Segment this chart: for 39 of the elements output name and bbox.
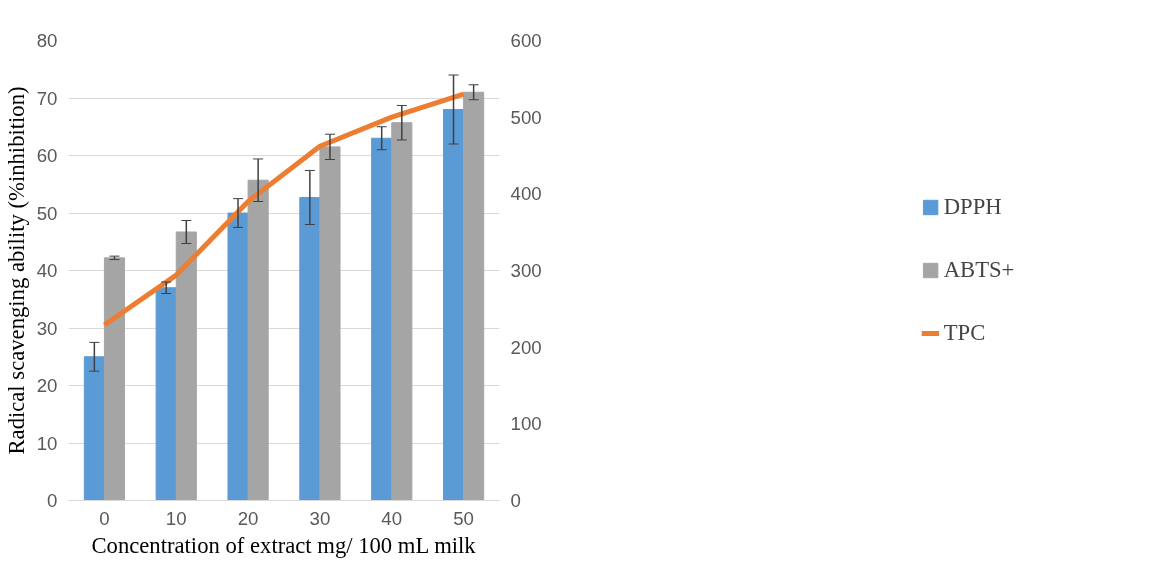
bar <box>247 179 269 501</box>
x-tick-label: 0 <box>99 507 110 529</box>
y2-tick-label: 300 <box>510 260 542 281</box>
legend-label: TPC <box>943 319 986 347</box>
bar <box>103 257 126 501</box>
y-tick-label: 70 <box>36 87 58 109</box>
bar <box>175 231 197 501</box>
y-tick-label: 60 <box>36 145 58 166</box>
y-tick-label: 50 <box>36 202 58 224</box>
y-tick-label: 80 <box>36 30 58 51</box>
y-tick-label: 0 <box>47 490 58 511</box>
legend-label: DPPH <box>943 193 1002 221</box>
x-tick-label: 30 <box>309 507 331 529</box>
y2-tick-label: 600 <box>510 30 542 51</box>
y2-tick-label: 200 <box>510 336 542 358</box>
y2-tick-label: 100 <box>510 413 542 435</box>
x-tick-label: 10 <box>165 507 187 529</box>
x-tick-label: 20 <box>237 507 259 529</box>
y-axis-title: Radical scavenging ability (%inhibition) <box>3 86 29 455</box>
bar <box>83 356 105 501</box>
bar <box>442 109 465 501</box>
y2-tick-label: 500 <box>510 106 542 128</box>
bar <box>319 146 341 501</box>
bar <box>299 196 321 501</box>
bar <box>391 122 413 501</box>
y-tick-label: 40 <box>36 260 58 281</box>
y-tick-label: 20 <box>36 375 58 396</box>
bar <box>227 212 249 501</box>
x-axis-title: Concentration of extract mg/ 100 mL milk <box>91 532 477 558</box>
y-tick-label: 10 <box>36 432 58 454</box>
legend-label: ABTS+ <box>943 256 1015 284</box>
y2-tick-label: 0 <box>510 490 521 511</box>
bar <box>155 287 177 501</box>
x-tick-label: 50 <box>453 507 474 529</box>
y-tick-label: 30 <box>36 317 58 339</box>
x-tick-label: 40 <box>381 507 403 529</box>
bar <box>463 91 485 501</box>
y2-tick-label: 400 <box>510 183 542 205</box>
bar <box>371 137 393 501</box>
